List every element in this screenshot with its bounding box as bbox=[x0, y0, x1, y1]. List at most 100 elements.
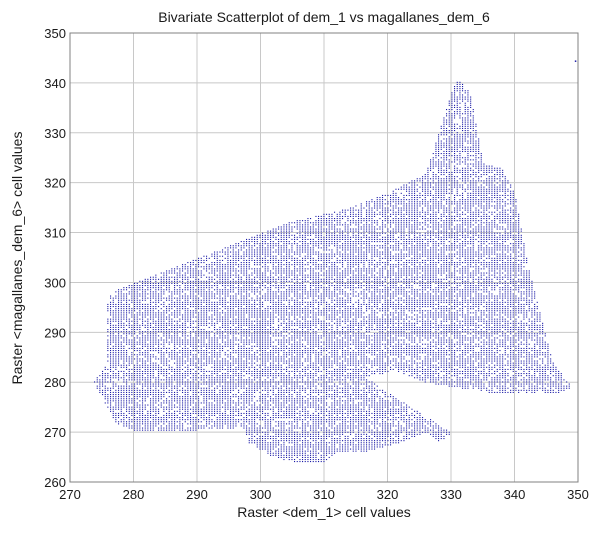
scatter-point bbox=[219, 361, 220, 362]
scatter-point bbox=[273, 373, 274, 374]
scatter-point bbox=[267, 281, 268, 282]
scatter-point bbox=[139, 390, 140, 391]
scatter-point bbox=[262, 428, 263, 429]
scatter-point bbox=[121, 342, 122, 343]
scatter-point bbox=[281, 268, 282, 269]
scatter-point bbox=[278, 310, 279, 311]
scatter-point bbox=[289, 394, 290, 395]
scatter-point bbox=[155, 400, 156, 401]
scatter-point bbox=[291, 432, 292, 433]
scatter-point bbox=[155, 317, 156, 318]
scatter-point bbox=[281, 405, 282, 406]
scatter-point bbox=[121, 371, 122, 372]
scatter-point bbox=[174, 411, 175, 412]
scatter-point bbox=[195, 289, 196, 290]
scatter-point bbox=[214, 319, 215, 320]
scatter-point bbox=[251, 245, 252, 246]
scatter-point bbox=[209, 377, 210, 378]
scatter-point bbox=[203, 344, 204, 345]
scatter-point bbox=[241, 425, 242, 426]
scatter-point bbox=[251, 423, 252, 424]
scatter-point bbox=[193, 327, 194, 328]
scatter-point bbox=[251, 358, 252, 359]
scatter-point bbox=[283, 291, 284, 292]
scatter-point bbox=[203, 398, 204, 399]
scatter-point bbox=[270, 417, 271, 418]
scatter-point bbox=[203, 329, 204, 330]
scatter-point bbox=[161, 379, 162, 380]
scatter-point bbox=[291, 434, 292, 435]
scatter-point bbox=[217, 308, 218, 309]
scatter-point bbox=[203, 375, 204, 376]
scatter-point bbox=[147, 325, 148, 326]
scatter-point bbox=[195, 350, 196, 351]
scatter-point bbox=[289, 302, 290, 303]
scatter-point bbox=[265, 402, 266, 403]
scatter-point bbox=[115, 384, 116, 385]
scatter-point bbox=[251, 241, 252, 242]
scatter-point bbox=[225, 407, 226, 408]
scatter-point bbox=[174, 350, 175, 351]
scatter-point bbox=[246, 268, 247, 269]
scatter-point bbox=[219, 386, 220, 387]
scatter-point bbox=[238, 415, 239, 416]
scatter-point bbox=[243, 325, 244, 326]
scatter-point bbox=[177, 317, 178, 318]
scatter-point bbox=[289, 434, 290, 435]
scatter-point bbox=[206, 321, 207, 322]
scatter-point bbox=[283, 224, 284, 225]
scatter-point bbox=[278, 312, 279, 313]
scatter-point bbox=[227, 270, 228, 271]
scatter-point bbox=[198, 287, 199, 288]
scatter-point bbox=[270, 369, 271, 370]
scatter-point bbox=[134, 310, 135, 311]
scatter-point bbox=[262, 337, 263, 338]
scatter-point bbox=[169, 308, 170, 309]
scatter-point bbox=[187, 352, 188, 353]
scatter-point bbox=[225, 379, 226, 380]
scatter-point bbox=[227, 342, 228, 343]
scatter-point bbox=[118, 308, 119, 309]
scatter-point bbox=[145, 298, 146, 299]
scatter-point bbox=[273, 449, 274, 450]
scatter-point bbox=[171, 405, 172, 406]
scatter-point bbox=[273, 333, 274, 334]
scatter-point bbox=[214, 396, 215, 397]
scatter-point bbox=[214, 289, 215, 290]
scatter-point bbox=[219, 308, 220, 309]
scatter-point bbox=[233, 287, 234, 288]
scatter-point bbox=[195, 428, 196, 429]
scatter-point bbox=[265, 367, 266, 368]
scatter-point bbox=[249, 419, 250, 420]
scatter-point bbox=[174, 405, 175, 406]
scatter-point bbox=[270, 419, 271, 420]
scatter-point bbox=[131, 331, 132, 332]
scatter-point bbox=[115, 392, 116, 393]
scatter-point bbox=[273, 350, 274, 351]
scatter-point bbox=[158, 285, 159, 286]
scatter-point bbox=[177, 298, 178, 299]
scatter-point bbox=[275, 375, 276, 376]
scatter-point bbox=[174, 317, 175, 318]
scatter-point bbox=[131, 340, 132, 341]
scatter-point bbox=[190, 346, 191, 347]
scatter-point bbox=[137, 407, 138, 408]
scatter-point bbox=[265, 356, 266, 357]
scatter-point bbox=[203, 331, 204, 332]
scatter-point bbox=[235, 312, 236, 313]
scatter-point bbox=[145, 340, 146, 341]
scatter-point bbox=[185, 293, 186, 294]
scatter-point bbox=[126, 386, 127, 387]
scatter-point bbox=[286, 346, 287, 347]
scatter-point bbox=[289, 361, 290, 362]
scatter-point bbox=[265, 394, 266, 395]
scatter-point bbox=[273, 310, 274, 311]
scatter-point bbox=[294, 411, 295, 412]
scatter-point bbox=[249, 432, 250, 433]
scatter-point bbox=[291, 405, 292, 406]
scatter-point bbox=[169, 289, 170, 290]
scatter-point bbox=[113, 384, 114, 385]
scatter-point bbox=[118, 377, 119, 378]
scatter-point bbox=[201, 333, 202, 334]
scatter-point bbox=[134, 314, 135, 315]
